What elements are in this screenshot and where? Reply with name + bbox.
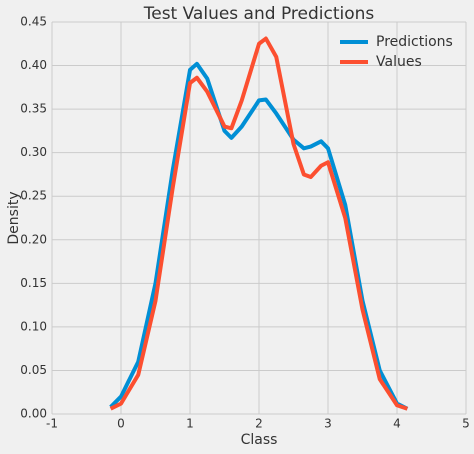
- x-tick-label: 1: [186, 417, 194, 431]
- line: [109, 61, 409, 411]
- y-tick-label: 0.35: [20, 102, 47, 116]
- y-axis-label: Density: [6, 191, 22, 244]
- x-tick-label: 3: [324, 417, 332, 431]
- legend-label: Values: [376, 54, 422, 70]
- y-tick-label: 0.40: [20, 58, 47, 72]
- y-tick-label: 0.30: [20, 145, 47, 159]
- y-tick-label: 0.20: [20, 232, 47, 246]
- legend-label: Predictions: [376, 34, 453, 50]
- y-tick-label: 0.25: [20, 189, 47, 203]
- x-tick-label: 5: [462, 417, 470, 431]
- x-tick-label: 0: [117, 417, 125, 431]
- y-tick-label: 0.05: [20, 363, 47, 377]
- y-tick-label: 0.45: [20, 15, 47, 29]
- chart-title: Test Values and Predictions: [143, 4, 375, 24]
- y-tick-label: 0.00: [20, 407, 47, 421]
- x-tick-label: 2: [255, 417, 263, 431]
- line: [109, 36, 408, 411]
- y-tick-label: 0.10: [20, 319, 47, 333]
- x-axis-label: Class: [241, 432, 278, 448]
- x-tick-label: -1: [46, 417, 58, 431]
- y-tick-label: 0.15: [20, 276, 47, 290]
- x-tick-label: 4: [393, 417, 401, 431]
